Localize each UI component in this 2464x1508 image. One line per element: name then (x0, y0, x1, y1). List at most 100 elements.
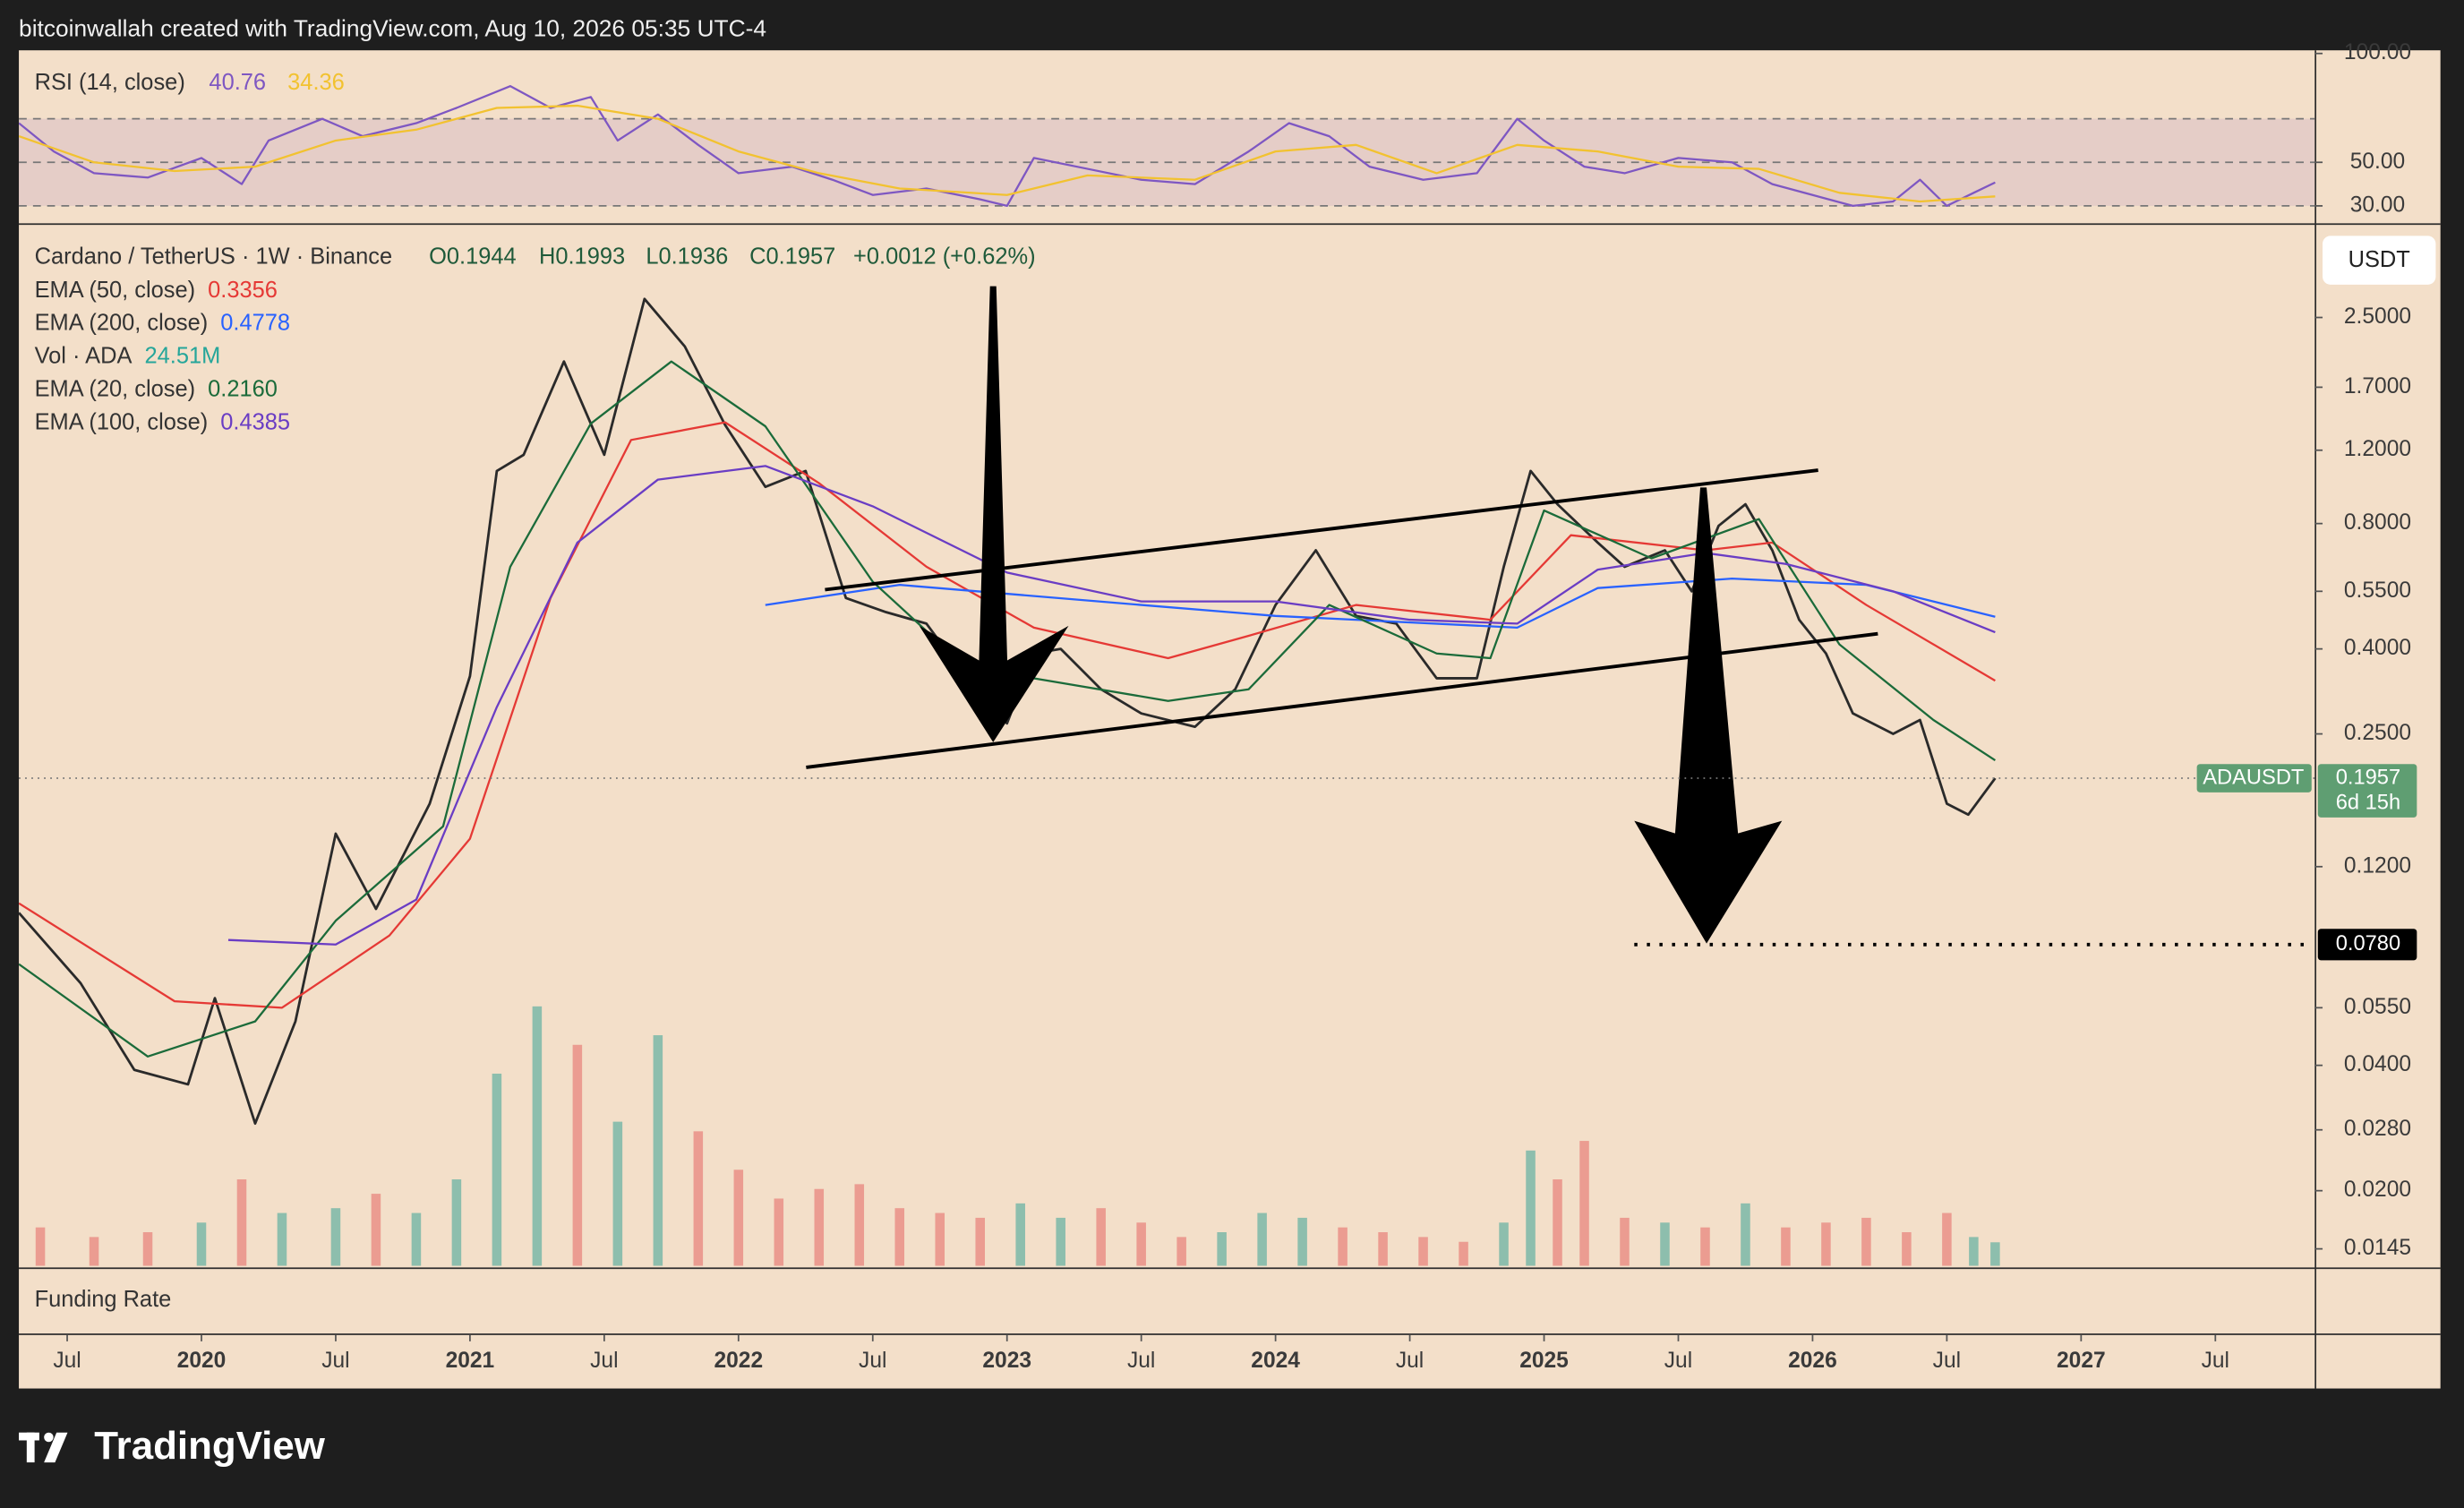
y-tick-label: 0.0200 (2344, 1178, 2411, 1202)
legend-entry: Vol · ADA 24.51M (35, 343, 221, 368)
volume-bar (532, 1006, 543, 1266)
y-tick-label: 2.5000 (2344, 304, 2411, 329)
currency-label[interactable]: USDT (2348, 247, 2410, 272)
volume-bar (1499, 1222, 1509, 1266)
volume-bar (1459, 1241, 1468, 1266)
volume-bar (814, 1188, 825, 1266)
ohlc-high: H0.1993 (539, 244, 625, 270)
x-tick-label: Jul (590, 1349, 618, 1373)
y-tick-label: 50.00 (2350, 150, 2405, 174)
volume-bar (1338, 1227, 1348, 1266)
series-line (19, 85, 1996, 208)
volume-bar (1620, 1217, 1630, 1266)
x-tick-label: 2027 (2057, 1349, 2106, 1373)
x-tick-label: 2025 (1519, 1349, 1569, 1373)
volume-bar (371, 1194, 381, 1266)
volume-bar (35, 1227, 46, 1266)
volume-bar (451, 1178, 462, 1266)
volume-bar (612, 1121, 623, 1266)
funding-title: Funding Rate (35, 1287, 172, 1312)
volume-bar (411, 1212, 422, 1266)
y-tick-label: 0.5500 (2344, 578, 2411, 603)
target-box (2317, 929, 2417, 961)
x-tick-label: Jul (1127, 1349, 1155, 1373)
volume-bar (1136, 1222, 1146, 1266)
series-line (227, 465, 1996, 946)
volume-bar (236, 1178, 247, 1266)
x-tick-label: 2020 (177, 1349, 227, 1373)
x-tick-label: 2021 (446, 1349, 495, 1373)
volume-bar (1990, 1242, 2000, 1266)
volume-bar (1553, 1178, 1562, 1266)
symbol-box (2196, 764, 2312, 793)
symbol-label: ADAUSDT (2203, 766, 2304, 789)
volume-bar (1861, 1217, 1871, 1266)
x-tick-label: Jul (1396, 1349, 1424, 1373)
price-pane (19, 297, 2000, 1266)
volume-bar (935, 1212, 945, 1266)
drawings (806, 286, 1878, 944)
ohlc-open: O0.1944 (429, 244, 517, 270)
series-line (765, 577, 1996, 629)
legend-name: EMA (100, close) (35, 409, 209, 434)
volume-bar (277, 1212, 287, 1266)
volume-bar (1902, 1232, 1912, 1266)
x-tick-label: Jul (859, 1349, 886, 1373)
logo-mark (44, 1432, 68, 1463)
volume-bar (572, 1044, 583, 1266)
x-tick-label: Jul (53, 1349, 81, 1373)
currency-button[interactable] (2323, 236, 2436, 285)
legend-value: 0.4778 (220, 310, 290, 335)
arrow (919, 286, 1069, 742)
x-tick-label: 2022 (714, 1349, 763, 1373)
x-tick-label: Jul (1933, 1349, 1961, 1373)
x-tick-label: 2026 (1788, 1349, 1837, 1373)
volume-bar (975, 1217, 985, 1266)
x-tick-label: Jul (321, 1349, 349, 1373)
logo-mark (44, 1432, 54, 1443)
volume-bar (1096, 1208, 1106, 1266)
arrow (1634, 487, 1783, 944)
legend-name: Vol · ADA (35, 343, 133, 368)
countdown: 6d 15h (2336, 791, 2400, 814)
rsi-ma-value: 34.36 (287, 70, 345, 95)
volume-bar (1700, 1227, 1710, 1266)
rsi-title: RSI (14, close) (35, 70, 185, 95)
legend-value: 24.51M (145, 343, 221, 368)
legend-value: 0.2160 (208, 376, 278, 401)
ohlc-low: L0.1936 (646, 244, 728, 270)
target-label: 0.0780 (2336, 932, 2400, 955)
volume-bar (196, 1222, 207, 1266)
legend-value: 0.4385 (220, 409, 290, 434)
volume-bar (733, 1170, 744, 1266)
volume-bar (1015, 1203, 1025, 1266)
x-tick-label: 2023 (982, 1349, 1031, 1373)
legend-value: 0.3356 (208, 278, 278, 303)
y-tick-label: 0.8000 (2344, 510, 2411, 535)
volume-bar (1217, 1232, 1227, 1266)
x-tick-label: Jul (1664, 1349, 1692, 1373)
volume-bar (1781, 1227, 1791, 1266)
y-tick-label: 1.7000 (2344, 374, 2411, 398)
price-value: 0.1957 (2336, 766, 2400, 789)
volume-bar (1056, 1217, 1065, 1266)
volume-bar (1378, 1232, 1388, 1266)
y-tick-label: 0.0145 (2344, 1236, 2411, 1260)
y-tick-label: 30.00 (2350, 193, 2405, 217)
x-tick-label: 2024 (1251, 1349, 1300, 1373)
volume-bar (1579, 1141, 1589, 1266)
logo (19, 1432, 68, 1463)
volume-bar (693, 1131, 704, 1266)
legend-name: EMA (200, close) (35, 310, 209, 335)
volume-bar (1418, 1237, 1428, 1266)
y-tick-label: 0.0280 (2344, 1117, 2411, 1141)
volume-bar (653, 1035, 663, 1266)
ohlc-close: C0.1957 (749, 244, 835, 270)
logo-mark (26, 1432, 35, 1463)
volume-bar (1660, 1222, 1670, 1266)
y-tick-label: 100.00 (2344, 40, 2411, 64)
y-tick-label: 0.4000 (2344, 636, 2411, 660)
legend-name: EMA (50, close) (35, 278, 196, 303)
